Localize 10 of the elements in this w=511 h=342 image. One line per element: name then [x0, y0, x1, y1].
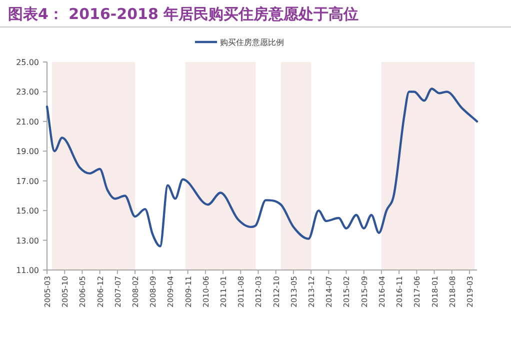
chart-title: 图表4： 2016-2018 年居民购买住房意愿处于高位: [8, 5, 359, 23]
y-tick-label: 17.00: [16, 176, 39, 186]
y-tick-label: 13.00: [16, 236, 39, 246]
y-tick-label: 11.00: [16, 266, 39, 275]
y-tick-label: 23.00: [16, 88, 39, 97]
legend-label: 购买住房意愿比例: [220, 38, 284, 47]
y-tick-label: 25.00: [16, 58, 39, 67]
y-tick-label: 15.00: [16, 206, 39, 216]
y-tick-label: 19.00: [16, 147, 39, 156]
y-tick-label: 21.00: [16, 117, 39, 126]
